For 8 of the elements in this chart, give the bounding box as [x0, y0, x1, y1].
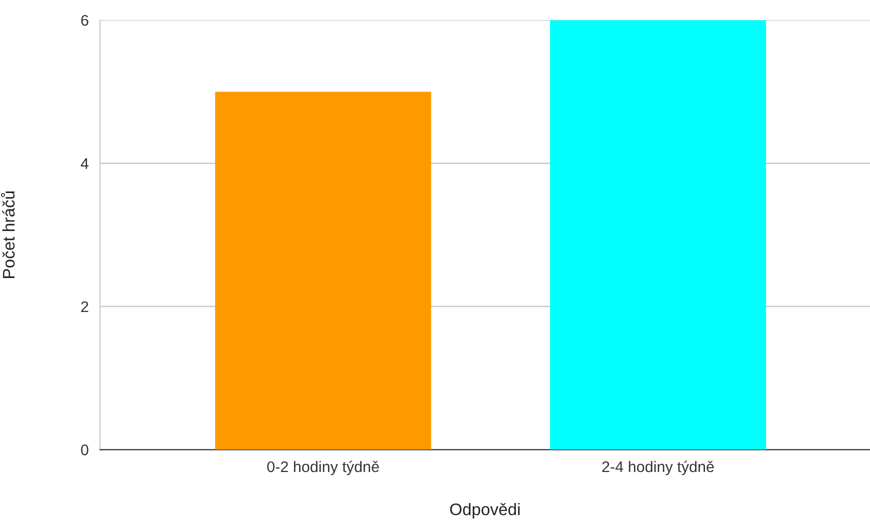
x-axis-title: Odpovědi — [450, 502, 520, 519]
x-tick-label: 2-4 hodiny týdně — [602, 460, 714, 476]
y-tick-label: 6 — [81, 14, 88, 26]
y-tick-label: 4 — [80, 158, 88, 169]
y-axis-title: Počet hráčů — [1, 192, 15, 278]
x-tick-label: 0-2 hodiny týdně — [267, 460, 379, 476]
y-tick-label: 2 — [81, 301, 88, 312]
y-tick-label: 0 — [81, 444, 88, 456]
